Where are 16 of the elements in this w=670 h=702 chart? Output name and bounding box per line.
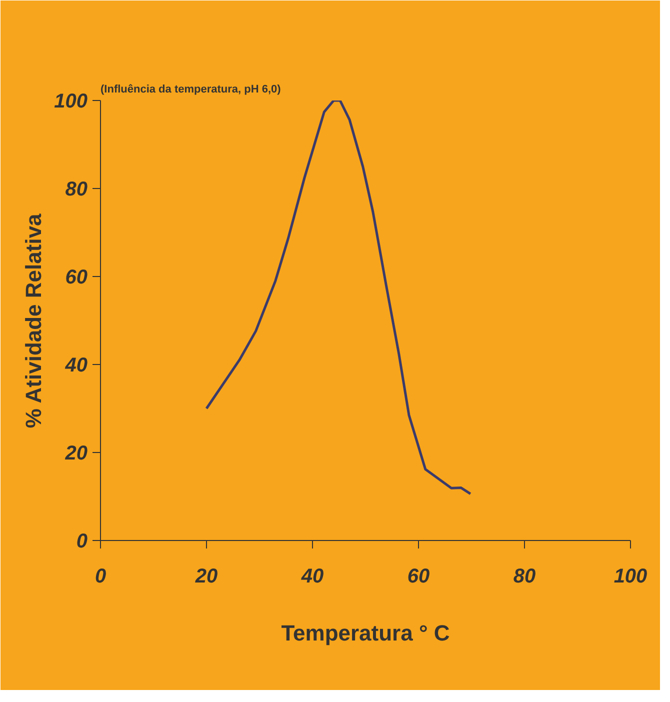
chart-title: (Influência da temperatura, pH 6,0): [100, 84, 282, 96]
x-tick-label: 80: [513, 566, 536, 588]
y-tick-label: 40: [64, 354, 88, 376]
x-axis-title: Temperatura ° C: [281, 620, 450, 646]
line-series: [205, 100, 472, 496]
y-tick-label: 100: [54, 90, 88, 112]
y-tick-label: 20: [64, 442, 88, 464]
x-tick-label: 40: [300, 566, 324, 588]
x-tick-label: 100: [614, 566, 648, 588]
x-tick-label: 0: [94, 566, 106, 588]
y-axis-title: % Atividade Relativa: [21, 212, 46, 428]
x-tick-label: 60: [407, 566, 430, 588]
y-tick-label: 0: [76, 530, 88, 552]
y-tick-label: 80: [65, 178, 88, 200]
x-tick-label: 20: [194, 566, 218, 588]
y-tick-label: 60: [65, 266, 88, 288]
